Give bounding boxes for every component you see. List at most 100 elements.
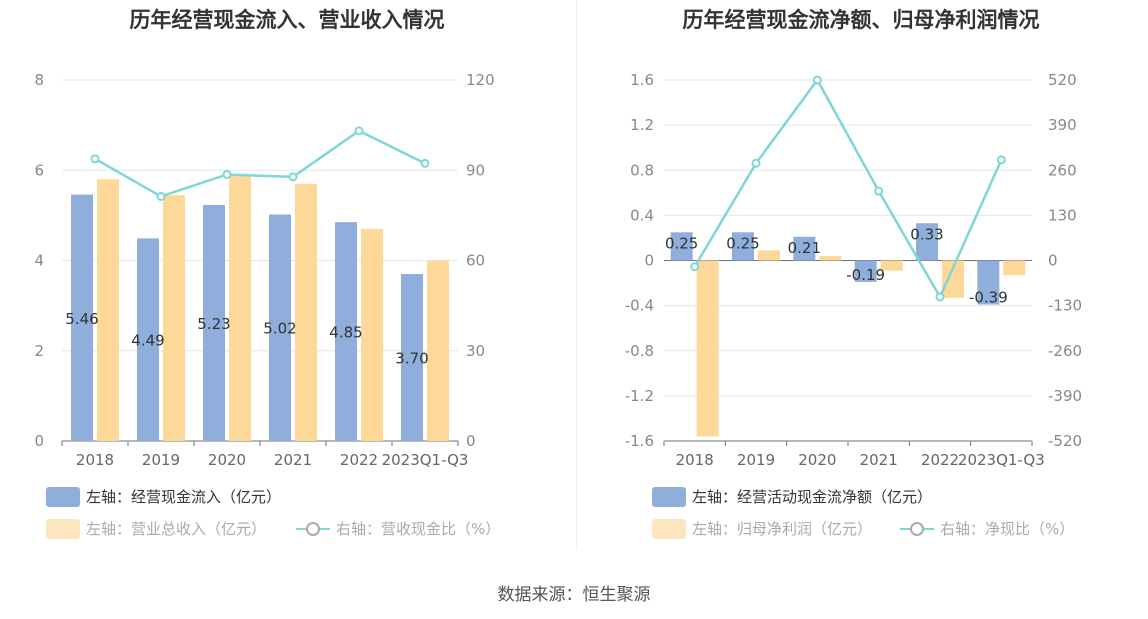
bar-primary [854,260,877,282]
legend-swatch [46,518,80,539]
legend-swatch [652,486,686,507]
bar-secondary [163,195,185,441]
chart-svg: 0 2 4 6 8 0 30 60 90 120 2018 2019 2020 2021 2022 2023Q… [34,71,495,469]
y-left-tick-label: -0.4 [625,297,654,315]
bar-primary [203,204,225,441]
bar-data-label: 0.33 [910,225,943,243]
x-tick-label: 2020 [798,451,836,469]
y-right-tick-label: 130 [1048,206,1077,224]
line-series [693,77,1003,300]
legend-item-line[interactable]: 右轴： 营收现金比（%） [296,518,500,539]
legend-item-primary[interactable]: 左轴： 经营活动现金流净额（亿元） [652,486,932,507]
legend-axis-tag: 右轴： [336,520,382,538]
x-tick-label: 2020 [208,451,246,469]
y-left-tick-label: 0.8 [630,161,654,179]
y-right-tick-label: 260 [1048,161,1077,179]
x-tick-label: 2023Q1-Q3 [958,451,1045,469]
line-point [156,191,166,201]
y-right-tick-label: 30 [466,342,485,360]
bar-data-label: 4.49 [131,332,164,350]
bar-secondary [427,260,449,441]
y-left-tick-label: 1.2 [630,116,654,134]
bar-secondary [942,260,964,298]
bar-data-label: 0.25 [665,234,698,252]
legend-label: 营业总收入（亿元） [131,520,267,538]
y-left-tick-label: 0.4 [630,206,654,224]
legend-swatch [652,518,686,539]
y-right-tick-label: 0 [1048,252,1058,270]
y-left-tick-label: 8 [34,71,44,89]
x-tick-label: 2023Q1-Q3 [382,451,469,469]
line-series [94,129,426,198]
legend-axis-tag: 右轴： [940,520,986,538]
line-point [690,262,700,272]
legend-item-primary[interactable]: 左轴： 经营现金流入（亿元） [46,486,281,507]
panel-divider [576,0,577,550]
legend-label: 经营现金流入（亿元） [131,488,282,506]
line-point [354,126,364,136]
y-right-tick-label: -390 [1048,387,1082,405]
x-tick-label: 2022 [340,451,378,469]
chart-title: 历年经营现金流净额、归母净利润情况 [682,8,1040,32]
legend-label: 归母净利润（亿元） [737,520,873,538]
x-tick-label: 2018 [76,451,114,469]
y-right-tick-label: 120 [466,71,495,89]
y-right-tick-label: 60 [466,252,485,270]
bar-primary [335,222,357,441]
y-left-tick-label: 1.6 [630,71,654,89]
bar-data-label: 0.21 [788,239,821,257]
bar-data-label: 0.25 [726,234,759,252]
legend-label: 营收现金比（%） [381,520,501,538]
y-left-tick-label: -1.2 [625,387,654,405]
legend-item-secondary[interactable]: 左轴： 归母净利润（亿元） [652,518,872,539]
y-right-tick-label: -260 [1048,342,1082,360]
x-tick-label: 2019 [142,451,180,469]
bar-secondary [819,255,842,261]
bar-primary [670,232,693,261]
bar-secondary [696,260,719,437]
data-source-note: 数据来源：恒生聚源 [497,585,651,605]
bar-primary [977,260,1000,305]
bar-data-label: 3.70 [395,350,428,368]
y-left-tick-label: 6 [34,161,44,179]
bar-data-label: -0.39 [969,288,1008,306]
bar-primary [269,214,291,441]
legend-line-swatch [900,519,934,539]
legend-label: 经营活动现金流净额（亿元） [737,488,933,506]
legend-axis-tag: 左轴： [692,488,738,506]
legend-item-line[interactable]: 右轴： 净现比（%） [900,518,1074,539]
x-tick-label: 2021 [860,451,898,469]
y-right-tick-label: 0 [466,432,476,450]
y-left-tick-label: 4 [34,252,44,270]
y-right-tick-label: 520 [1048,71,1077,89]
y-right-tick-label: -130 [1048,297,1082,315]
bar-primary [916,223,938,261]
bar-data-label: 5.23 [197,315,230,333]
y-right-tick-label: -520 [1048,432,1082,450]
bar-data-label: -0.19 [846,266,885,284]
bar-secondary [97,179,119,441]
chart-panel-cashflow-revenue: 历年经营现金流入、营业收入情况 0 2 4 6 8 0 30 60 90 120 2018 2019 2… [0,0,574,560]
legend-axis-tag: 左轴： [692,520,738,538]
bar-secondary [880,260,903,271]
bar-secondary [229,174,251,441]
line-point [420,158,430,168]
bar-primary [71,194,93,441]
legend-label: 净现比（%） [985,520,1075,538]
y-left-tick-label: 2 [34,342,44,360]
x-tick-label: 2019 [737,451,775,469]
x-tick-label: 2021 [274,451,312,469]
line-point [996,155,1006,165]
bar-data-label: 5.02 [263,320,296,338]
legend-item-secondary[interactable]: 左轴： 营业总收入（亿元） [46,518,266,539]
line-point [812,75,822,85]
line-point [222,169,232,179]
bar-secondary [758,250,780,261]
x-tick-label: 2018 [676,451,714,469]
bar-primary [793,236,816,261]
line-point [90,154,100,164]
line-point [751,158,761,168]
bar-secondary [1003,260,1026,276]
bar-secondary [295,183,317,441]
bar-data-label: 5.46 [65,310,98,328]
